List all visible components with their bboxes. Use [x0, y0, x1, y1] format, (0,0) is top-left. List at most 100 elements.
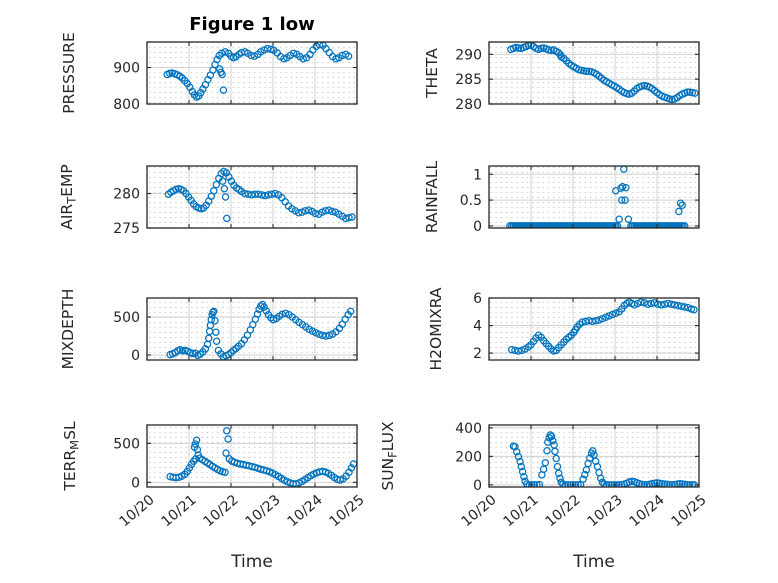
data-marker: [344, 52, 353, 60]
data-marker: [667, 300, 676, 308]
data-marker: [512, 447, 521, 456]
data-marker: [612, 309, 620, 317]
data-marker: [197, 88, 205, 97]
subplot-theta: 280 285 290 THETA: [423, 41, 700, 113]
data-marker: [618, 182, 627, 191]
data-marker: [549, 436, 557, 445]
data-marker: [525, 481, 534, 487]
data-marker: [622, 183, 630, 192]
subplot-pressure: 800 900 PRESSURE: [60, 32, 358, 114]
data-marker: [190, 91, 199, 99]
data-marker: [663, 480, 671, 487]
y-tick-label: 500: [113, 310, 140, 326]
y-axis-label: THETA: [423, 48, 441, 99]
axes-box: [146, 297, 358, 361]
y-tick-label: 2: [473, 346, 482, 362]
subplot-rainfall: 0 0.5 1 RAINFALL: [423, 160, 700, 235]
data-marker: [281, 309, 290, 318]
y-tick-label: 200: [455, 449, 482, 465]
data-marker: [253, 310, 262, 318]
data-marker: [588, 447, 597, 455]
data-marker: [678, 480, 686, 487]
data-marker: [223, 214, 231, 223]
y-tick-label: 4: [473, 319, 482, 335]
tick-marks: [146, 166, 358, 229]
data-marker: [315, 330, 323, 339]
data-marker: [267, 190, 276, 198]
data-marker: [617, 196, 626, 204]
data-marker: [683, 88, 691, 96]
data-marker: [294, 209, 303, 217]
data-marker: [581, 470, 589, 479]
data-marker: [624, 215, 633, 223]
data-marker: [523, 480, 531, 487]
data-marker: [660, 480, 669, 487]
data-marker: [535, 480, 544, 487]
data-marker: [520, 472, 528, 481]
data-marker: [617, 184, 625, 192]
data-points: [506, 166, 689, 228]
data-marker: [677, 302, 686, 311]
tick-marks: [146, 42, 358, 105]
data-marker: [664, 299, 672, 308]
data-marker: [221, 48, 229, 56]
data-marker: [615, 481, 623, 487]
data-marker: [566, 481, 575, 487]
data-marker: [299, 55, 307, 63]
data-marker: [678, 201, 686, 210]
data-marker: [247, 51, 255, 60]
y-axis-label: TERRMSL: [61, 421, 82, 492]
y-tick-label: 0.5: [460, 193, 482, 209]
data-marker: [686, 481, 694, 487]
data-marker: [650, 479, 659, 487]
y-tick-label: 0: [473, 478, 482, 494]
data-marker: [668, 481, 676, 487]
data-marker: [574, 481, 582, 487]
axes-box: [146, 165, 358, 229]
data-marker: [212, 337, 221, 346]
data-marker: [193, 445, 202, 454]
data-marker: [544, 438, 552, 446]
data-marker: [598, 314, 607, 323]
data-marker: [552, 454, 560, 463]
data-marker: [615, 215, 623, 223]
data-marker: [554, 469, 563, 477]
data-marker: [547, 432, 556, 441]
data-points: [507, 42, 699, 104]
y-tick-label: 800: [113, 97, 140, 113]
data-marker: [690, 305, 698, 314]
tick-marks: [488, 297, 700, 360]
y-tick-label: 400: [455, 421, 482, 437]
y-tick-label: 280: [455, 97, 482, 113]
data-marker: [559, 480, 567, 487]
data-marker: [582, 67, 591, 76]
minor-grid: [147, 298, 357, 360]
y-axis-label: PRESSURE: [60, 32, 78, 114]
data-marker: [640, 481, 649, 487]
figure-title: Figure 1 low: [189, 14, 314, 35]
data-marker: [224, 435, 232, 443]
axes-box: [146, 424, 358, 488]
data-marker: [261, 191, 269, 200]
x-axis-title-right: Time: [572, 552, 615, 572]
data-marker: [665, 481, 674, 487]
data-marker: [511, 442, 519, 451]
data-marker: [210, 307, 218, 316]
data-marker: [600, 480, 608, 487]
y-tick-label: 500: [113, 436, 140, 452]
data-marker: [220, 184, 229, 193]
data-marker: [251, 190, 259, 198]
data-marker: [241, 189, 249, 198]
y-tick-label: 1: [473, 167, 482, 183]
data-marker: [610, 481, 618, 487]
data-marker: [588, 317, 597, 326]
data-points: [507, 298, 698, 355]
x-axis-title-left: Time: [230, 552, 273, 572]
data-marker: [637, 298, 645, 306]
data-marker: [219, 86, 228, 94]
y-axis-label: MIXDEPTH: [59, 289, 77, 370]
data-marker: [595, 316, 603, 324]
data-marker: [680, 303, 689, 311]
subplot-air-temp: 275 280 AIRTEMP: [58, 164, 358, 237]
